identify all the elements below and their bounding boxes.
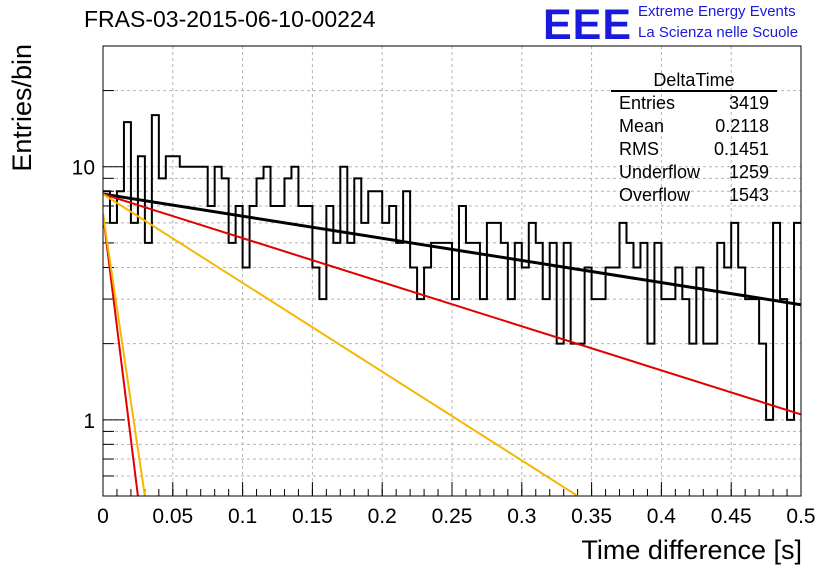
stats-title: DeltaTime [611, 70, 777, 92]
x-tick-label: 0.25 [432, 505, 473, 528]
series-line-4 [103, 213, 146, 496]
stats-row-overflow: Overflow 1543 [611, 184, 777, 207]
x-tick-label: 0.3 [507, 505, 536, 528]
stats-row-underflow: Underflow 1259 [611, 161, 777, 184]
series-line-2 [103, 193, 579, 496]
y-tick-label: 10 [72, 157, 95, 180]
chart-title: FRAS-03-2015-06-10-00224 [84, 6, 376, 32]
x-tick-label: 0.5 [786, 505, 815, 528]
x-tick-label: 0.15 [292, 505, 333, 528]
x-tick-label: 0 [97, 505, 109, 528]
x-tick-label: 0.2 [368, 505, 397, 528]
x-tick-label: 0.1 [228, 505, 257, 528]
x-tick-label: 0.35 [571, 505, 612, 528]
y-tick-label: 1 [83, 410, 95, 433]
stats-value: 0.1451 [713, 139, 769, 159]
stats-label: Entries [619, 93, 676, 113]
plot-frame [102, 45, 802, 497]
x-tick-label: 0.4 [647, 505, 677, 528]
stats-label: Mean [619, 116, 665, 136]
stats-row-entries: Entries 3419 [611, 92, 777, 115]
series-line-1 [103, 193, 801, 416]
stats-row-mean: Mean 0.2118 [611, 115, 777, 138]
stats-value: 1543 [728, 185, 769, 205]
stats-box: DeltaTime Entries 3419 Mean 0.2118 RMS 0… [611, 70, 777, 207]
x-tick-label: 0.45 [711, 505, 752, 528]
x-tick-label: 0.05 [152, 505, 193, 528]
stats-value: 1259 [728, 162, 769, 182]
stats-value: 3419 [728, 93, 769, 113]
series-line-0 [103, 192, 801, 307]
stats-label: RMS [619, 139, 659, 159]
stats-label: Underflow [619, 162, 701, 182]
stats-label: Overflow [619, 185, 691, 205]
x-axis-label: Time difference [s] [581, 535, 802, 565]
logo-subtitle-line1: Extreme Energy Events [638, 3, 796, 20]
histogram-outline [103, 114, 801, 421]
stats-row-rms: RMS 0.1451 [611, 138, 777, 161]
logo-subtitle-line2: La Scienza nelle Scuole [638, 24, 799, 41]
series-line-3 [103, 213, 139, 496]
y-axis-label: Entries/bin [7, 44, 37, 172]
stats-value: 0.2118 [715, 116, 769, 136]
eee-logo: EEE [543, 1, 633, 49]
